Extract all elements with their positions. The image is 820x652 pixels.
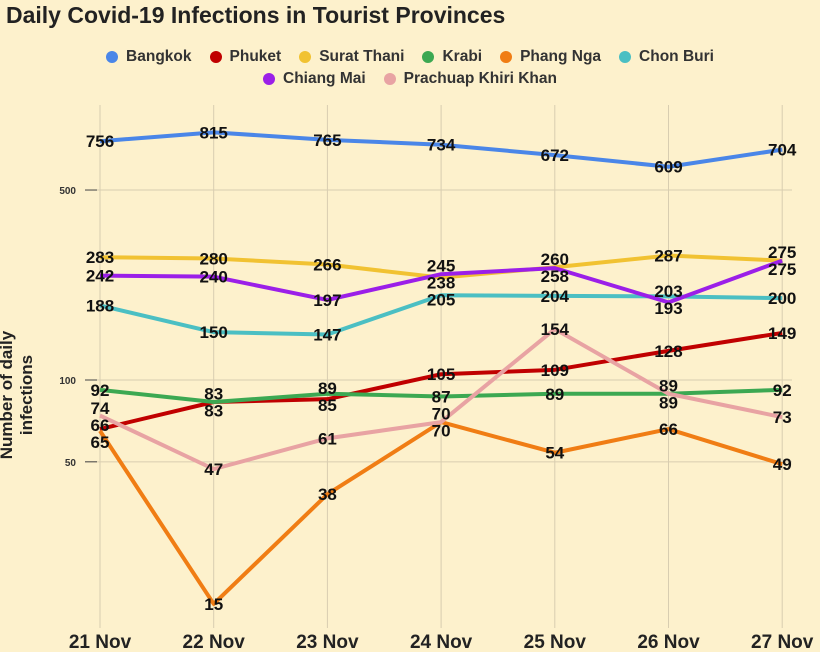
- data-label: 287: [654, 247, 682, 266]
- data-label: 83: [204, 384, 223, 403]
- data-label: 815: [200, 123, 228, 142]
- legend-marker: [383, 73, 396, 85]
- data-label: 197: [313, 291, 341, 310]
- legend-item-phuket: Phuket: [209, 48, 282, 66]
- legend-label: Krabi: [442, 48, 483, 65]
- data-label: 70: [432, 422, 451, 441]
- data-label: 89: [545, 385, 564, 404]
- legend-label: Surat Thani: [319, 48, 405, 65]
- data-label: 275: [768, 260, 796, 279]
- series-line-chon-buri: [99, 293, 783, 337]
- series-line-chiang-mai: [99, 258, 783, 305]
- series-line-bangkok: [99, 130, 783, 169]
- data-label: 266: [313, 256, 341, 275]
- data-label: 89: [659, 393, 678, 412]
- data-label: 150: [200, 323, 228, 342]
- data-label: 238: [427, 273, 455, 292]
- data-label: 283: [86, 248, 114, 267]
- legend-item-phang-nga: Phang Nga: [500, 48, 601, 66]
- data-label: 240: [200, 268, 228, 287]
- data-label: 765: [313, 131, 341, 150]
- legend-label: Phang Nga: [520, 48, 602, 65]
- legend-marker: [299, 51, 312, 63]
- data-label: 258: [541, 267, 569, 286]
- y-tick-label: 50: [65, 458, 77, 469]
- data-label: 128: [654, 342, 682, 361]
- x-tick-label: 23 Nov: [296, 632, 359, 652]
- data-label: 242: [86, 267, 114, 286]
- data-label: 188: [86, 296, 114, 315]
- data-label: 149: [768, 324, 796, 343]
- data-label: 73: [773, 408, 792, 427]
- data-label: 65: [91, 433, 110, 452]
- data-label: 756: [86, 132, 114, 151]
- data-label: 47: [204, 460, 223, 479]
- data-label: 280: [200, 249, 228, 268]
- series-line-prachuap-khiri-khan: [99, 327, 783, 472]
- data-label: 193: [654, 299, 682, 318]
- data-label: 15: [204, 595, 223, 614]
- data-label: 74: [91, 399, 110, 418]
- data-label: 205: [427, 290, 455, 309]
- legend-label: Chiang Mai: [283, 70, 366, 87]
- legend-label: Chon Buri: [639, 48, 714, 65]
- data-label: 245: [427, 256, 455, 275]
- data-label: 66: [659, 420, 678, 439]
- data-label: 92: [91, 381, 110, 400]
- data-label: 200: [768, 289, 796, 308]
- data-label: 672: [541, 146, 569, 165]
- y-tick-label: 100: [59, 376, 76, 387]
- data-label: 734: [427, 136, 456, 155]
- legend-item-krabi: Krabi: [422, 48, 482, 66]
- data-label: 609: [654, 158, 682, 177]
- legend-item-prachuap-khiri-khan: Prachuap Khiri Khan: [383, 70, 557, 88]
- legend-marker: [422, 51, 435, 63]
- legend-item-surat-thani: Surat Thani: [299, 48, 404, 66]
- series-line-surat-thani: [99, 253, 783, 280]
- data-label: 204: [541, 287, 570, 306]
- data-label: 66: [91, 416, 110, 435]
- x-tick-label: 25 Nov: [524, 632, 587, 652]
- data-label: 105: [427, 365, 455, 384]
- legend-marker: [263, 73, 275, 85]
- legend-marker: [619, 51, 632, 63]
- legend-marker: [500, 51, 513, 63]
- legend-item-chiang-mai: Chiang Mai: [263, 70, 366, 88]
- x-tick-label: 24 Nov: [410, 632, 473, 652]
- data-label: 89: [659, 376, 678, 395]
- data-label: 70: [432, 405, 451, 424]
- legend-item-chon-buri: Chon Buri: [619, 48, 714, 66]
- data-label: 38: [318, 485, 337, 504]
- legend-item-bangkok: Bangkok: [106, 48, 192, 66]
- data-label: 154: [541, 320, 570, 339]
- legend: Bangkok Phuket Surat Thani Krabi Phang Nga Ch…: [60, 48, 760, 88]
- chart-title: Daily Covid-19 Infections in Tourist Pro…: [6, 2, 506, 28]
- legend-marker: [106, 51, 119, 63]
- legend-label: Phuket: [229, 48, 282, 65]
- y-tick-label: 500: [59, 186, 76, 197]
- data-label: 61: [318, 429, 337, 448]
- data-label: 85: [318, 396, 337, 415]
- data-label: 147: [313, 326, 341, 345]
- data-label: 260: [541, 250, 569, 269]
- data-label: 89: [318, 379, 337, 398]
- x-tick-label: 21 Nov: [69, 632, 132, 652]
- data-label: 54: [545, 444, 564, 463]
- x-tick-label: 22 Nov: [183, 632, 246, 652]
- legend-label: Prachuap Khiri Khan: [403, 70, 557, 87]
- x-tick-label: 26 Nov: [637, 632, 700, 652]
- data-label: 49: [773, 455, 792, 474]
- legend-label: Bangkok: [126, 48, 192, 65]
- data-label: 109: [541, 361, 569, 380]
- data-label: 83: [204, 401, 223, 420]
- data-label: 203: [654, 282, 682, 301]
- data-label: 92: [773, 381, 792, 400]
- data-label: 704: [768, 141, 797, 160]
- x-tick-label: 27 Nov: [751, 632, 814, 652]
- data-label: 275: [768, 243, 796, 262]
- data-label: 87: [432, 387, 451, 406]
- legend-marker: [209, 51, 222, 63]
